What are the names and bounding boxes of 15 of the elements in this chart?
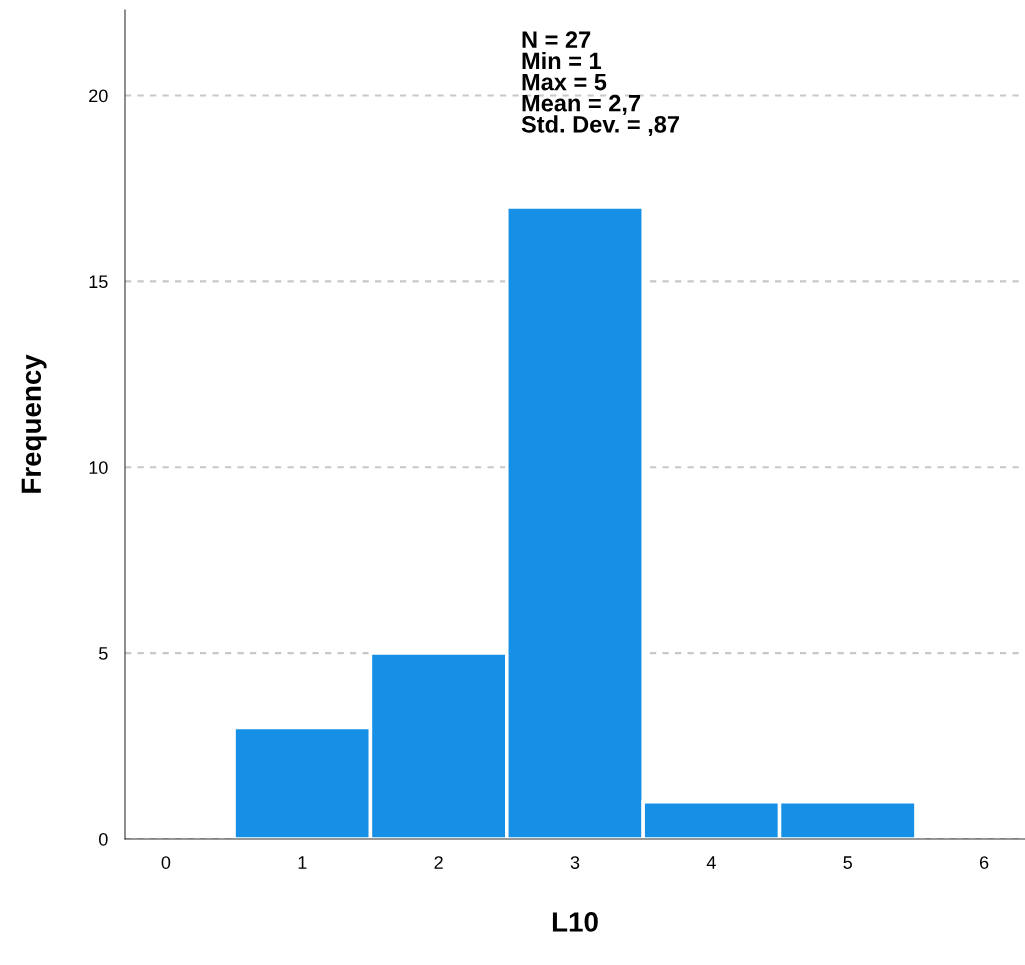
y-axis-title: Frequency <box>21 354 47 493</box>
x-tick-label: 6 <box>979 856 989 869</box>
x-tick-label: 2 <box>434 856 443 869</box>
x-tick-label: 1 <box>298 856 307 869</box>
x-tick-label: 4 <box>706 856 716 869</box>
y-tick-label: 0 <box>99 832 108 846</box>
y-tick-label: 20 <box>89 89 108 103</box>
y-tick-label: 15 <box>89 275 108 289</box>
x-axis-title: L10 <box>552 912 598 932</box>
y-tick-label: 5 <box>99 647 108 660</box>
annotation: N = 27 Min = 1 Max = 5 Mean = 2,7 Std. Dev. = ,87 <box>521 31 679 137</box>
y-tick-label: 10 <box>89 461 108 474</box>
x-tick-label: 3 <box>570 856 580 869</box>
x-tick-label: 0 <box>161 856 171 869</box>
x-tick-label: 5 <box>843 856 852 869</box>
